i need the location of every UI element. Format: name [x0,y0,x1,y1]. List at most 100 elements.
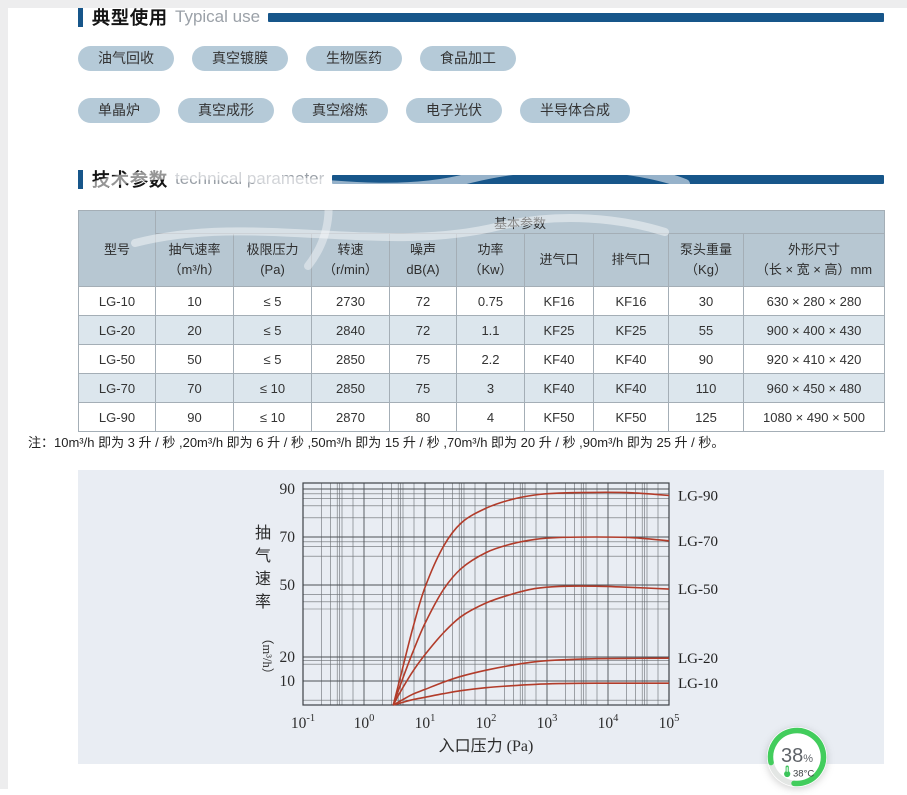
column-header: 极限压力 (Pa) [233,233,312,287]
table-cell: 70 [155,373,234,403]
table-cell: KF16 [524,286,594,316]
use-case-pill-row-2: 单晶炉 真空成形 真空熔炼 电子光伏 半导体合成 [78,98,630,123]
column-header: 泵头重量 （Kg） [668,233,744,287]
table-cell: 960 × 450 × 480 [743,373,885,403]
table-cell: 900 × 400 × 430 [743,315,885,345]
column-header: 功率 （Kw） [456,233,525,287]
section-title-cn: 典型使用 [92,8,168,28]
x-tick-label: 105 [659,713,680,732]
use-case-pill: 食品加工 [420,46,516,71]
y-axis-title-char: 率 [255,593,271,611]
use-case-pill: 半导体合成 [520,98,630,123]
x-tick-label: 101 [415,713,436,732]
table-cell: 2840 [311,315,390,345]
x-tick-label: 10-1 [291,713,315,732]
y-tick-label: 50 [280,577,296,594]
table-cell: 2730 [311,286,390,316]
section-title-cn: 技术参数 [92,170,168,190]
table-cell: 72 [389,286,457,316]
table-cell: 2850 [311,344,390,374]
table-cell: 30 [668,286,744,316]
chart-frame [302,482,670,706]
use-case-pill: 单晶炉 [78,98,160,123]
y-tick-label: 90 [280,481,296,498]
curve-LG-10 [393,682,670,706]
table-cell: 10 [155,286,234,316]
section-rule-bar [332,174,884,184]
badge-ring-progress [767,727,827,787]
column-header: 噪声 dB(A) [389,233,457,287]
table-cell: 90 [668,344,744,374]
table-cell: LG-10 [78,286,156,316]
use-case-pill: 真空镀膜 [192,46,288,71]
x-axis-title: 入口压力 (Pa) [439,737,534,755]
table-cell: KF16 [593,286,669,316]
table-cell: 55 [668,315,744,345]
use-case-pill: 真空熔炼 [292,98,388,123]
y-tick-label: 10 [280,673,296,690]
column-header: 抽气速率 （m³/h） [155,233,234,287]
section-rule-bar [268,12,884,22]
table-cell: 1080 × 490 × 500 [743,402,885,432]
curve-LG-20 [392,657,670,706]
table-cell: 2870 [311,402,390,432]
table-cell: 630 × 280 × 280 [743,286,885,316]
x-tick-label: 104 [598,713,620,732]
table-row: LG-20 20 ≤ 5 2840 72 1.1 KF25 KF25 55 900 × 400 ×… [78,315,885,345]
column-header-model: 型号 [78,210,156,287]
use-case-pill: 电子光伏 [406,98,502,123]
table-cell: 90 [155,402,234,432]
y-axis-title-char: 速 [255,570,271,588]
table-cell: ≤ 10 [233,373,312,403]
column-header: 排气口 [593,233,669,287]
table-cell: KF50 [524,402,594,432]
table-cell: 75 [389,344,457,374]
table-cell: LG-90 [78,402,156,432]
table-cell: 2.2 [456,344,525,374]
table-row: LG-90 90 ≤ 10 2870 80 4 KF50 KF50 125 1080 × 490 … [78,402,885,432]
badge-temperature-text: 38°C [793,769,814,780]
temperature-badge[interactable]: 38% 38°C [764,724,830,790]
curve-label: LG-90 [678,488,718,504]
section-tick-bar [78,7,83,27]
table-cell: 20 [155,315,234,345]
table-cell: 125 [668,402,744,432]
pumping-speed-chart: LG-90 LG-70 LG-50 LG-20 LG-10 90 70 50 20 10 10-1 1… [255,481,718,755]
use-case-pill: 生物医药 [306,46,402,71]
table-cell: ≤ 10 [233,402,312,432]
x-tick-label: 100 [354,713,375,732]
y-tick-label: 70 [280,529,296,546]
table-cell: KF25 [593,315,669,345]
table-row: LG-50 50 ≤ 5 2850 75 2.2 KF40 KF40 90 920 × 410 ×… [78,344,885,374]
curve-LG-90 [392,491,670,706]
curve-LG-70 [392,536,670,706]
thermometer-icon [784,765,791,778]
x-tick-label: 103 [537,713,558,732]
table-row: LG-10 10 ≤ 5 2730 72 0.75 KF16 KF16 30 630 × 280 … [78,286,885,316]
page-edge-left [0,0,8,789]
x-tick-label: 102 [476,713,497,732]
table-cell: 75 [389,373,457,403]
y-axis-title-char: 气 [255,547,271,565]
table-cell: KF40 [524,344,594,374]
table-cell: KF50 [593,402,669,432]
table-cell: 2850 [311,373,390,403]
table-cell: LG-50 [78,344,156,374]
table-cell: 1.1 [456,315,525,345]
table-row: LG-70 70 ≤ 10 2850 75 3 KF40 KF40 110 960 × 450 ×… [78,373,885,403]
badge-inner [774,734,820,780]
table-footnote: 注：10m³/h 即为 3 升 / 秒 ,20m³/h 即为 6 升 / 秒 ,… [28,435,725,450]
use-case-pill-row-1: 油气回收 真空镀膜 生物医药 食品加工 [78,46,516,71]
curve-label: LG-70 [678,534,718,550]
section-header-typical-use: 典型使用 Typical use [78,4,884,30]
curve-label: LG-50 [678,582,718,598]
parameters-table: 型号 基本参数 抽气速率 （m³/h） 极限压力 (Pa) 转速 （r/min） 噪声 dB(A)… [78,210,885,432]
curve-LG-50 [392,585,670,706]
table-cell: 72 [389,315,457,345]
section-header-tech-param: 技术参数 technical parameter [78,166,884,192]
section-title-en: Typical use [175,7,261,26]
table-cell: KF40 [593,373,669,403]
column-header: 进气口 [524,233,594,287]
curve-label: LG-20 [678,651,718,667]
use-case-pill: 油气回收 [78,46,174,71]
